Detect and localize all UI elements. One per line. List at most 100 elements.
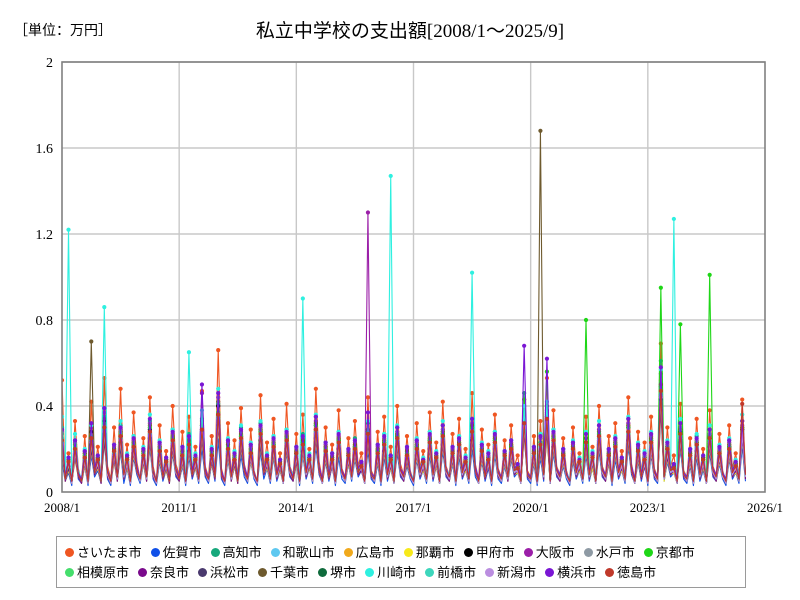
legend-marker-icon bbox=[463, 547, 473, 557]
series-marker bbox=[258, 431, 263, 437]
legend-item[interactable]: 川崎市 bbox=[365, 566, 416, 579]
series-marker bbox=[118, 425, 123, 430]
series-marker bbox=[124, 453, 130, 458]
series-marker bbox=[671, 216, 676, 222]
series-marker bbox=[626, 416, 631, 421]
series-marker bbox=[365, 431, 371, 437]
legend-item[interactable]: 京都市 bbox=[643, 546, 695, 559]
series-marker bbox=[707, 427, 712, 432]
series-marker bbox=[131, 410, 136, 415]
series-marker bbox=[193, 453, 198, 458]
series-marker bbox=[590, 451, 595, 456]
series-marker bbox=[561, 446, 566, 452]
legend-item[interactable]: 横浜市 bbox=[545, 566, 596, 579]
legend-item[interactable]: 水戸市 bbox=[583, 546, 635, 559]
series-marker bbox=[658, 388, 663, 394]
series-marker bbox=[388, 173, 393, 179]
legend-item[interactable]: 和歌山市 bbox=[270, 544, 335, 560]
series-marker bbox=[118, 418, 123, 424]
series-marker bbox=[463, 459, 468, 464]
legend-marker-icon bbox=[583, 547, 593, 557]
legend-item[interactable]: さいたま市 bbox=[65, 546, 142, 559]
series-marker bbox=[336, 408, 341, 413]
legend-item[interactable]: 前橋市 bbox=[425, 566, 476, 579]
legend-item[interactable]: 浜松市 bbox=[198, 566, 249, 579]
series-marker bbox=[313, 386, 318, 391]
series-marker bbox=[694, 431, 699, 437]
legend-item[interactable]: 奈良市 bbox=[138, 566, 189, 579]
legend-item[interactable]: 堺市 bbox=[318, 566, 356, 579]
series-marker bbox=[577, 451, 582, 456]
series-marker bbox=[118, 434, 123, 439]
legend-item[interactable]: 相模原市 bbox=[65, 566, 129, 579]
series-marker bbox=[323, 440, 328, 445]
legend-marker-icon bbox=[425, 567, 435, 577]
legend-item[interactable]: 甲府市 bbox=[463, 544, 515, 560]
series-marker bbox=[583, 431, 589, 437]
series-marker bbox=[733, 459, 738, 464]
series-marker bbox=[707, 408, 712, 413]
series-marker bbox=[551, 438, 556, 443]
series-marker bbox=[170, 438, 175, 443]
y-axis-tick-label: 1.6 bbox=[36, 142, 54, 157]
legend-marker-icon bbox=[343, 547, 353, 557]
legend-label: 相模原市 bbox=[77, 564, 130, 580]
series-marker bbox=[463, 446, 468, 452]
series-marker bbox=[665, 425, 670, 430]
series-marker bbox=[450, 451, 455, 456]
series-marker bbox=[486, 451, 491, 456]
legend-marker-icon bbox=[523, 547, 533, 557]
series-marker bbox=[186, 350, 192, 355]
series-marker bbox=[164, 455, 169, 460]
series-marker bbox=[502, 453, 507, 458]
series-marker bbox=[124, 457, 130, 462]
series-marker bbox=[216, 412, 221, 417]
series-marker bbox=[544, 416, 550, 421]
legend-item[interactable]: 新潟市 bbox=[485, 566, 536, 579]
series-marker bbox=[258, 393, 263, 398]
series-marker bbox=[427, 410, 432, 415]
legend-item[interactable]: 佐賀市 bbox=[150, 546, 202, 559]
series-marker bbox=[157, 449, 162, 454]
legend-label: 和歌山市 bbox=[282, 544, 335, 560]
legend-label: 大阪市 bbox=[535, 544, 575, 560]
series-marker bbox=[277, 457, 283, 462]
series-marker bbox=[427, 431, 432, 437]
series-marker bbox=[271, 444, 276, 449]
series-marker bbox=[538, 442, 543, 447]
legend-item[interactable]: 大阪市 bbox=[523, 544, 575, 560]
legend-label: 奈良市 bbox=[150, 564, 190, 580]
legend-label: 甲府市 bbox=[475, 544, 515, 560]
legend-item[interactable]: 徳島市 bbox=[605, 566, 656, 579]
series-marker bbox=[671, 461, 676, 467]
series-marker bbox=[232, 457, 237, 462]
legend-item[interactable]: 高知市 bbox=[210, 546, 262, 559]
series-marker bbox=[330, 457, 335, 462]
series-marker bbox=[199, 427, 205, 432]
series-marker bbox=[102, 305, 107, 310]
series-marker bbox=[89, 339, 94, 344]
series-marker bbox=[102, 406, 107, 411]
series-marker bbox=[365, 210, 371, 215]
legend-item[interactable]: 広島市 bbox=[343, 546, 395, 559]
legend-marker-icon bbox=[403, 547, 413, 557]
series-marker bbox=[440, 423, 445, 428]
series-marker bbox=[434, 440, 439, 445]
legend-marker-icon bbox=[318, 567, 328, 577]
series-marker bbox=[141, 446, 146, 452]
x-axis-tick-label: 2011/1 bbox=[161, 500, 197, 515]
series-marker bbox=[421, 459, 426, 464]
series-marker bbox=[613, 444, 618, 449]
series-marker bbox=[456, 442, 462, 447]
series-marker bbox=[277, 461, 283, 467]
legend-row: さいたま市 佐賀市 高知市 和歌山市 広島市 那覇市 甲府市 大阪市 水戸市 京都市 bbox=[65, 542, 739, 562]
legend-marker-icon bbox=[65, 547, 74, 557]
series-marker bbox=[313, 427, 318, 432]
series-marker bbox=[186, 442, 192, 447]
legend-item[interactable]: 那覇市 bbox=[403, 546, 455, 559]
legend-item[interactable]: 千葉市 bbox=[258, 566, 309, 579]
series-marker bbox=[216, 386, 221, 391]
series-marker bbox=[635, 442, 641, 447]
series-marker bbox=[434, 451, 439, 456]
